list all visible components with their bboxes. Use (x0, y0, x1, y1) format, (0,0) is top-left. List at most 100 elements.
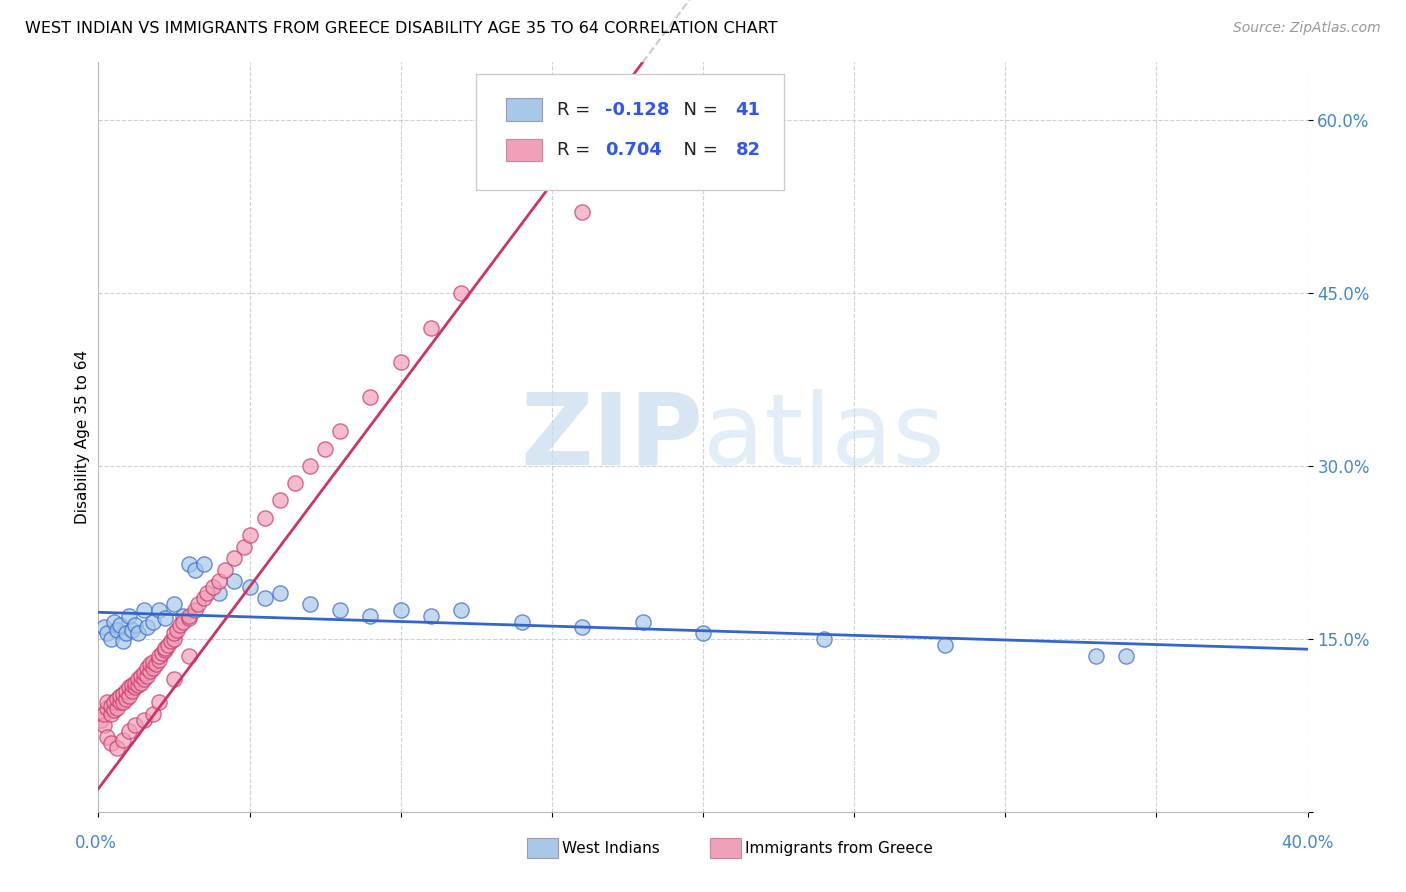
Point (208, 574, 231, 589)
Point (105, 741, 128, 756)
Text: West Indians: West Indians (562, 841, 661, 855)
Point (124, 675, 146, 690)
Point (184, 603, 207, 617)
Point (114, 683, 136, 698)
Point (166, 623, 188, 637)
FancyBboxPatch shape (475, 74, 785, 190)
Point (111, 634, 134, 648)
Point (118, 724, 141, 739)
Point (184, 563, 207, 577)
Text: 40.0%: 40.0% (1281, 834, 1334, 852)
Point (124, 718, 146, 732)
Text: atlas: atlas (703, 389, 945, 485)
Point (179, 608, 201, 623)
Point (571, 205, 593, 219)
Point (148, 695, 170, 709)
Point (389, 355, 412, 369)
Point (132, 603, 155, 617)
Point (100, 706, 122, 721)
Point (450, 285, 472, 300)
Point (111, 687, 134, 701)
Point (239, 528, 262, 542)
Bar (506, 139, 543, 161)
Point (224, 551, 246, 566)
Point (148, 649, 170, 664)
Point (163, 632, 186, 646)
Point (135, 669, 157, 683)
Point (142, 706, 165, 721)
Text: ZIP: ZIP (520, 389, 703, 485)
Point (420, 608, 443, 623)
Point (163, 626, 186, 640)
Text: 41: 41 (735, 101, 761, 119)
Text: 0.704: 0.704 (605, 141, 662, 159)
Text: N =: N = (672, 101, 723, 119)
Point (172, 615, 194, 629)
Point (253, 510, 276, 524)
Point (121, 623, 143, 637)
Point (232, 540, 254, 554)
Text: N =: N = (672, 141, 723, 159)
Point (121, 678, 143, 692)
Point (129, 675, 152, 690)
Point (118, 608, 141, 623)
Point (389, 603, 412, 617)
Point (571, 620, 593, 634)
Text: R =: R = (557, 101, 596, 119)
Point (224, 574, 246, 589)
Point (127, 672, 149, 686)
Point (114, 626, 136, 640)
Y-axis label: Disability Age 35 to 64: Disability Age 35 to 64 (75, 350, 90, 524)
Point (160, 634, 183, 648)
Point (108, 618, 131, 632)
Text: Immigrants from Greece: Immigrants from Greece (745, 841, 934, 855)
Point (1115, 649, 1137, 664)
Point (93, 718, 115, 732)
Point (150, 646, 173, 660)
Point (96, 695, 118, 709)
Point (90, 713, 112, 727)
Point (360, 608, 382, 623)
Point (142, 655, 165, 669)
Point (108, 695, 131, 709)
Point (179, 611, 201, 625)
Point (93, 706, 115, 721)
Point (156, 638, 179, 652)
Point (108, 690, 131, 704)
Point (193, 591, 215, 606)
Point (172, 608, 194, 623)
Point (692, 626, 714, 640)
Point (135, 660, 157, 674)
Point (239, 580, 262, 594)
Point (360, 390, 382, 404)
Point (314, 442, 336, 456)
Point (179, 557, 201, 571)
Point (195, 585, 218, 599)
Point (1085, 649, 1108, 664)
Point (253, 591, 276, 606)
Point (187, 597, 209, 611)
Point (145, 657, 167, 672)
Point (142, 660, 165, 674)
Point (100, 735, 122, 749)
Point (129, 669, 152, 683)
Point (813, 632, 835, 646)
Point (100, 698, 122, 713)
Point (269, 585, 291, 599)
Point (124, 680, 146, 694)
Point (299, 458, 322, 473)
Point (127, 626, 149, 640)
Point (127, 678, 149, 692)
Point (96, 730, 118, 744)
Point (105, 701, 128, 715)
Point (93, 620, 115, 634)
Point (105, 623, 128, 637)
Point (179, 649, 201, 664)
Point (148, 603, 170, 617)
Text: R =: R = (557, 141, 596, 159)
Point (934, 638, 956, 652)
Point (153, 611, 176, 625)
Point (103, 703, 125, 717)
Point (118, 690, 141, 704)
Point (139, 664, 162, 678)
